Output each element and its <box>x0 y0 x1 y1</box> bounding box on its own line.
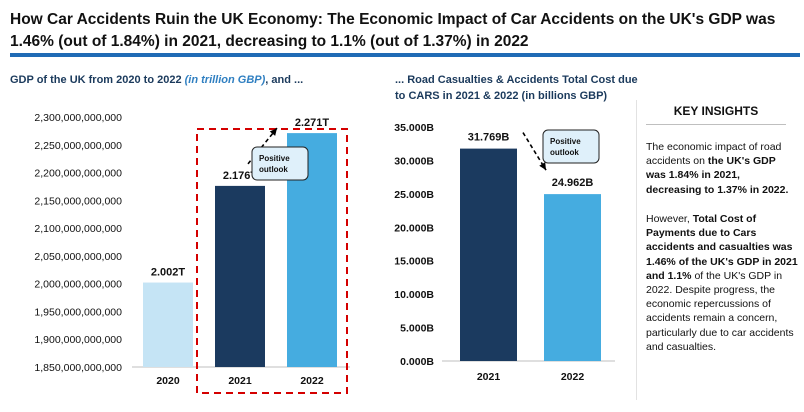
chart1-ytick-label: 2,200,000,000,000 <box>34 168 122 180</box>
insight-paragraph-1: The economic impact of road accidents on… <box>646 140 798 197</box>
chart1-bar-2021 <box>215 185 265 367</box>
chart2-callout-text-1: outlook <box>550 148 579 157</box>
title-rule <box>10 53 800 57</box>
chart2-ytick-label: 20.000B <box>394 222 434 234</box>
insight-2-highlight: Total Cost of Payments due to Cars accid… <box>646 213 798 282</box>
chart1-ytick-label: 2,100,000,000,000 <box>34 223 122 235</box>
chart1-xtick-label: 2022 <box>300 375 324 387</box>
gdp-bar-chart: 1,850,000,000,000 1,900,000,000,000 1,950,… <box>34 112 350 394</box>
chart1-bar-2020 <box>143 282 193 367</box>
chart2-trend-arrow <box>522 132 547 171</box>
chart2-ytick-label: 25.000B <box>394 189 434 201</box>
chart1-title-unit: (in trillion GBP) <box>184 74 266 86</box>
insight-1-highlight: the UK's GDP was 1.84% in 2021, decreasi… <box>646 155 789 196</box>
insights-divider <box>636 100 637 400</box>
page-title: How Car Accidents Ruin the UK Economy: T… <box>10 11 776 50</box>
chart1-title-main: GDP of the UK from 2020 to 2022 <box>10 74 185 86</box>
insights-heading-rule <box>646 124 786 125</box>
chart2-ytick-label: 30.000B <box>394 155 434 167</box>
chart2-ytick-label: 5.000B <box>400 323 434 335</box>
chart1-data-label: 2.176T <box>223 170 258 182</box>
chart1-data-label: 2.271T <box>295 117 330 129</box>
chart2-bar-2022 <box>544 194 601 361</box>
chart1-callout-text-0: Positive <box>259 154 290 163</box>
insight-2-text-b: of the UK's GDP in 2022. Despite progres… <box>646 269 794 353</box>
chart1-data-label: 2.002T <box>151 267 186 279</box>
chart1-title: GDP of the UK from 2020 to 2022 (in tril… <box>10 72 303 88</box>
chart1-ytick-label: 2,300,000,000,000 <box>34 112 122 124</box>
chart1-highlight-box <box>196 128 348 394</box>
chart2-title-line1: ... Road Casualties & Accidents Total Co… <box>395 74 638 86</box>
chart2-title-line2: to CARS in 2021 & 2022 (in billions GBP) <box>395 90 608 102</box>
insights-heading: KEY INSIGHTS <box>673 104 759 118</box>
chart1-callout-box <box>251 146 309 181</box>
chart2-data-label: 24.962B <box>552 177 594 189</box>
chart2-ytick-label: 15.000B <box>394 256 434 268</box>
chart1-title-tail: , and ... <box>265 74 304 86</box>
insight-paragraph-2: However, Total Cost of Payments due to C… <box>646 212 798 354</box>
chart1-ytick-label: 1,950,000,000,000 <box>34 306 122 318</box>
chart2-ytick-label: 10.000B <box>394 289 434 301</box>
chart1-xtick-label: 2021 <box>228 375 252 387</box>
chart1-ytick-label: 2,050,000,000,000 <box>34 251 122 263</box>
chart2-ytick-label: 35.000B <box>394 122 434 134</box>
chart1-callout-text-1: outlook <box>259 165 288 174</box>
accident-cost-bar-chart: 0.000B 5.000B 10.000B 15.000B 20.000B 25.000B… <box>394 122 615 383</box>
chart2-trend-arrowhead <box>539 162 546 171</box>
insight-2-text-a: However, <box>646 213 693 225</box>
chart2-title: ... Road Casualties & Accidents Total Co… <box>395 72 638 104</box>
chart2-ytick-label: 0.000B <box>400 356 434 368</box>
chart1-ytick-label: 1,850,000,000,000 <box>34 362 122 374</box>
chart2-callout-text-0: Positive <box>550 137 581 146</box>
chart1-trend-arrowhead <box>269 128 277 136</box>
chart2-xtick-label: 2021 <box>477 371 501 383</box>
chart1-ytick-label: 1,900,000,000,000 <box>34 334 122 346</box>
chart1-ytick-label: 2,250,000,000,000 <box>34 140 122 152</box>
chart1-ytick-label: 2,150,000,000,000 <box>34 195 122 207</box>
chart2-bar-2021 <box>460 148 517 361</box>
chart2-callout-box <box>542 129 600 164</box>
chart1-xtick-label: 2020 <box>156 375 180 387</box>
chart2-data-label: 31.769B <box>468 132 510 144</box>
insight-1-text: The economic impact of road accidents on <box>646 141 782 168</box>
chart1-ytick-label: 2,000,000,000,000 <box>34 279 122 291</box>
chart2-xtick-label: 2022 <box>561 371 585 383</box>
